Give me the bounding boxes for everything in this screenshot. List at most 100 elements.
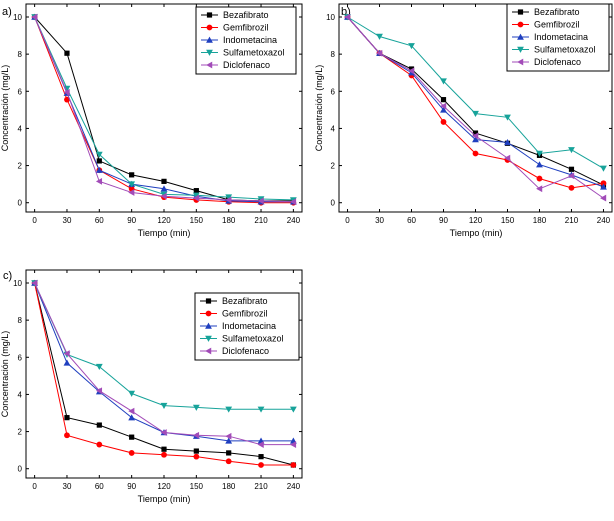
chart-panel-2: b) 0 30 60 90 120 150 180 210 240 0 2 4 6 8 10 Tiempo (m… bbox=[314, 3, 613, 238]
data-point bbox=[64, 415, 70, 421]
data-point bbox=[344, 13, 351, 21]
data-point bbox=[192, 194, 200, 202]
data-point bbox=[161, 178, 167, 184]
x-tick-label: 180 bbox=[222, 482, 236, 491]
data-point bbox=[258, 462, 264, 468]
data-point bbox=[440, 102, 447, 110]
legend-label: Sulfametoxazol bbox=[222, 334, 284, 344]
data-point bbox=[193, 188, 199, 194]
data-point bbox=[225, 458, 232, 465]
x-tick-label: 240 bbox=[287, 482, 301, 491]
legend-marker bbox=[517, 9, 524, 15]
data-point bbox=[440, 106, 447, 113]
y-tick-label: 0 bbox=[331, 199, 336, 208]
data-point bbox=[64, 50, 70, 56]
legend-marker bbox=[205, 322, 212, 329]
legend-label: Indometacina bbox=[534, 32, 588, 42]
data-point bbox=[440, 97, 447, 103]
x-tick-label: 210 bbox=[565, 216, 579, 225]
legend-marker bbox=[206, 24, 213, 31]
data-point bbox=[600, 183, 607, 190]
legend-label: Bezafibrato bbox=[223, 10, 269, 20]
legend-label: Indometacina bbox=[223, 35, 277, 45]
legend-marker bbox=[205, 298, 212, 304]
data-point bbox=[96, 158, 102, 164]
legend-marker bbox=[206, 12, 213, 18]
y-tick-label: 6 bbox=[18, 353, 23, 362]
data-point bbox=[257, 406, 265, 413]
legend-label: Indometacina bbox=[222, 321, 276, 331]
data-point bbox=[472, 110, 479, 117]
data-point bbox=[96, 441, 103, 448]
data-point bbox=[225, 432, 232, 440]
data-point bbox=[289, 406, 297, 413]
data-point bbox=[472, 150, 479, 157]
data-point bbox=[64, 432, 70, 439]
chart-panel-1: a) 0 30 60 90 120 150 180 210 240 0 2 4 6 8 10 Tiempo (m… bbox=[0, 3, 303, 238]
data-point bbox=[160, 402, 168, 409]
legend: Bezafibrato Gemfibrozil Indometacina Sulfam… bbox=[195, 6, 297, 75]
data-point bbox=[376, 49, 383, 57]
data-point bbox=[193, 448, 199, 454]
data-point bbox=[128, 181, 136, 188]
legend-label: Gemfibrozil bbox=[223, 23, 269, 33]
y-tick-label: 10 bbox=[326, 13, 335, 22]
x-tick-label: 150 bbox=[501, 216, 515, 225]
x-tick-label: 90 bbox=[127, 482, 136, 491]
legend-marker bbox=[517, 33, 524, 40]
data-point bbox=[95, 177, 103, 185]
legend-label: Diclofenaco bbox=[534, 57, 581, 67]
x-tick-label: 90 bbox=[439, 216, 448, 225]
data-point bbox=[289, 198, 297, 206]
legend-label: Sulfametoxazol bbox=[223, 48, 285, 58]
data-point bbox=[504, 138, 511, 146]
data-point bbox=[161, 451, 167, 458]
panel-label: a) bbox=[2, 6, 12, 18]
data-point bbox=[440, 78, 447, 85]
y-tick-label: 10 bbox=[13, 279, 22, 288]
data-point bbox=[536, 150, 543, 157]
series-sulfametoxazol bbox=[344, 14, 607, 172]
y-tick-label: 10 bbox=[13, 13, 22, 22]
data-point bbox=[536, 161, 543, 168]
legend-marker bbox=[206, 49, 213, 56]
data-point bbox=[63, 350, 70, 357]
y-tick-label: 6 bbox=[18, 87, 23, 96]
data-point bbox=[258, 454, 264, 460]
series-diclofenaco bbox=[31, 279, 297, 448]
data-point bbox=[31, 13, 38, 21]
data-point bbox=[160, 185, 168, 192]
data-point bbox=[192, 192, 200, 199]
data-point bbox=[225, 437, 233, 444]
data-point bbox=[193, 453, 200, 460]
data-point bbox=[504, 114, 511, 121]
data-point bbox=[161, 446, 167, 452]
x-tick-label: 30 bbox=[63, 482, 72, 491]
y-axis-label: Concentración (mg/L) bbox=[314, 65, 324, 152]
y-tick-label: 8 bbox=[18, 316, 23, 325]
y-tick-label: 8 bbox=[331, 50, 336, 59]
data-point bbox=[128, 450, 135, 456]
data-point bbox=[289, 441, 297, 448]
series-diclofenaco bbox=[31, 13, 297, 206]
data-point bbox=[408, 43, 415, 50]
x-tick-label: 0 bbox=[345, 216, 350, 225]
data-point bbox=[472, 132, 479, 140]
x-tick-label: 0 bbox=[32, 482, 37, 491]
x-tick-label: 0 bbox=[32, 216, 37, 225]
y-tick-label: 0 bbox=[18, 199, 23, 208]
legend-marker bbox=[205, 347, 212, 355]
data-point bbox=[192, 404, 200, 411]
data-point bbox=[600, 180, 607, 187]
x-tick-label: 180 bbox=[222, 216, 236, 225]
y-tick-label: 4 bbox=[18, 390, 23, 399]
data-point bbox=[96, 422, 102, 428]
data-point bbox=[536, 175, 543, 182]
data-point bbox=[504, 154, 511, 162]
data-point bbox=[63, 359, 71, 366]
legend-marker bbox=[206, 36, 213, 43]
legend: Bezafibrato Gemfibrozil Indometacina Sulfam… bbox=[506, 3, 610, 72]
legend-label: Gemfibrozil bbox=[534, 20, 580, 30]
x-tick-label: 240 bbox=[287, 216, 301, 225]
